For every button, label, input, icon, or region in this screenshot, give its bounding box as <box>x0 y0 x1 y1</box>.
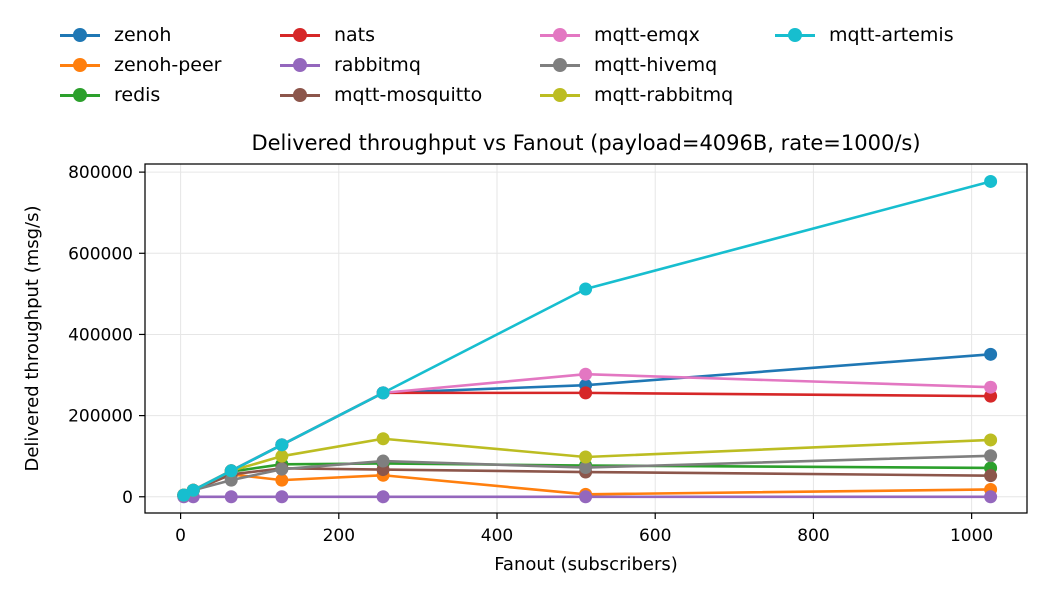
data-point <box>984 380 998 394</box>
data-point <box>275 490 289 504</box>
legend-marker <box>60 27 100 43</box>
chart-title: Delivered throughput vs Fanout (payload=… <box>251 131 920 155</box>
legend-item-mqtt-mosquitto: mqtt-mosquitto <box>280 80 482 110</box>
legend-label: mqtt-rabbitmq <box>594 84 734 106</box>
data-point <box>224 473 238 487</box>
legend-label: mqtt-emqx <box>594 24 700 46</box>
data-point <box>579 386 593 400</box>
series-mqtt-artemis <box>177 174 998 502</box>
series-group <box>177 174 998 504</box>
legend-label: zenoh-peer <box>114 54 222 76</box>
legend-label: mqtt-artemis <box>829 24 954 46</box>
data-point <box>224 464 238 478</box>
legend-item-redis: redis <box>60 80 160 110</box>
data-point <box>275 462 289 476</box>
y-tick-label: 600000 <box>68 244 133 264</box>
data-point <box>376 490 390 504</box>
legend-label: redis <box>114 84 161 106</box>
legend-label: mqtt-hivemq <box>594 54 718 76</box>
data-point <box>376 454 390 468</box>
data-point <box>579 282 593 296</box>
legend-marker <box>540 57 580 73</box>
legend-marker <box>775 27 815 43</box>
data-point <box>984 389 998 403</box>
legend-marker <box>280 27 320 43</box>
data-point <box>579 461 593 475</box>
legend-item-mqtt-rabbitmq: mqtt-rabbitmq <box>540 80 733 110</box>
legend-item-rabbitmq: rabbitmq <box>280 50 421 80</box>
data-point <box>275 473 289 487</box>
y-tick-label: 0 <box>122 488 133 508</box>
legend-item-zenoh: zenoh <box>60 20 171 50</box>
y-tick-label: 400000 <box>68 325 133 345</box>
y-tick-label: 200000 <box>68 407 133 427</box>
legend-label: nats <box>334 24 376 46</box>
x-tick-label: 800 <box>797 526 829 546</box>
legend-marker <box>280 87 320 103</box>
data-point <box>275 438 289 452</box>
legend-marker <box>540 87 580 103</box>
legend-item-nats: nats <box>280 20 375 50</box>
legend: zenoh zenoh-peer redis nats rabbitmq mqtt-mos… <box>60 20 1020 116</box>
legend-item-mqtt-artemis: mqtt-artemis <box>775 20 954 50</box>
y-tick-label: 800000 <box>68 163 133 183</box>
data-point <box>376 432 390 446</box>
x-tick-label: 600 <box>639 526 671 546</box>
y-axis-label: Delivered throughput (msg/s) <box>22 205 43 471</box>
x-tick-label: 1000 <box>950 526 993 546</box>
data-point <box>984 174 998 188</box>
x-axis-label: Fanout (subscribers) <box>494 554 678 575</box>
x-axis: 0 200 400 600 800 1000 <box>175 513 993 546</box>
data-point <box>984 433 998 447</box>
legend-label: zenoh <box>114 24 172 46</box>
x-tick-label: 400 <box>481 526 513 546</box>
legend-item-zenoh-peer: zenoh-peer <box>60 50 221 80</box>
x-tick-label: 200 <box>323 526 355 546</box>
data-point <box>984 449 998 463</box>
legend-label: mqtt-mosquitto <box>334 84 483 106</box>
x-tick-label: 0 <box>175 526 186 546</box>
data-point <box>224 490 238 504</box>
data-point <box>579 450 593 464</box>
legend-item-mqtt-emqx: mqtt-emqx <box>540 20 700 50</box>
data-point <box>984 347 998 361</box>
legend-marker <box>280 57 320 73</box>
data-point <box>275 449 289 463</box>
plot-frame <box>144 163 1028 514</box>
legend-label: rabbitmq <box>334 54 421 76</box>
data-point <box>984 469 998 483</box>
data-point <box>376 386 390 400</box>
data-point <box>186 483 200 497</box>
y-axis: 0 200000 400000 600000 800000 <box>68 163 145 508</box>
data-point <box>984 490 998 504</box>
data-point <box>579 367 593 381</box>
legend-marker <box>60 57 100 73</box>
data-point <box>579 490 593 504</box>
legend-marker <box>540 27 580 43</box>
legend-marker <box>60 87 100 103</box>
legend-item-mqtt-hivemq: mqtt-hivemq <box>540 50 717 80</box>
